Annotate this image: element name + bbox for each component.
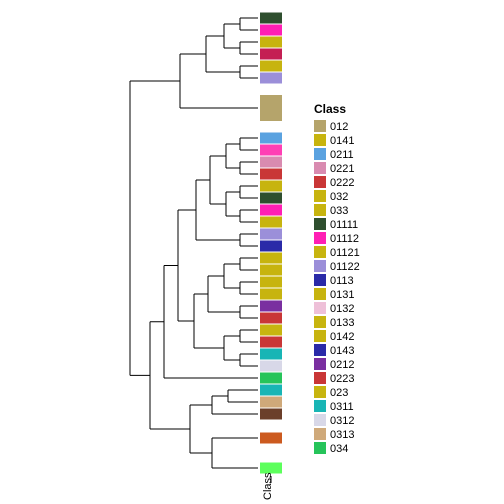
- leaf-block: [260, 133, 282, 144]
- legend-swatch: [314, 372, 326, 384]
- leaf-block: [260, 157, 282, 168]
- leaf-block: [260, 241, 282, 252]
- legend-label: 01111: [330, 219, 358, 231]
- leaf-block: [260, 301, 282, 312]
- legend-swatch: [314, 288, 326, 300]
- legend-label: 0113: [330, 275, 354, 287]
- legend-label: 0313: [330, 429, 354, 441]
- legend-label: 023: [330, 387, 348, 399]
- legend-label: 034: [330, 443, 348, 455]
- legend-label: 01122: [330, 261, 360, 273]
- leaf-block: [260, 13, 282, 24]
- legend-swatch: [314, 190, 326, 202]
- leaf-block: [260, 313, 282, 324]
- legend-label: 0222: [330, 177, 354, 189]
- leaf-block: [260, 325, 282, 336]
- leaf-block: [260, 229, 282, 240]
- legend-label: 0312: [330, 415, 354, 427]
- leaf-block: [260, 217, 282, 228]
- leaf-block: [260, 463, 282, 474]
- legend-swatch: [314, 218, 326, 230]
- legend-label: 0212: [330, 359, 354, 371]
- legend-swatch: [314, 442, 326, 454]
- leaf-block: [260, 265, 282, 276]
- legend-swatch: [314, 428, 326, 440]
- legend-label: 0143: [330, 345, 354, 357]
- legend-swatch: [314, 414, 326, 426]
- legend-swatch: [314, 176, 326, 188]
- leaf-block: [260, 181, 282, 192]
- legend-label: 0131: [330, 289, 354, 301]
- leaf-block: [260, 385, 282, 396]
- leaf-block: [260, 349, 282, 360]
- leaf-block: [260, 361, 282, 372]
- legend-label: 0141: [330, 135, 354, 147]
- legend-swatch: [314, 330, 326, 342]
- leaf-block: [260, 73, 282, 84]
- leaf-block: [260, 433, 282, 444]
- legend-label: 0311: [330, 401, 354, 413]
- leaf-block: [260, 397, 282, 408]
- legend-swatch: [314, 344, 326, 356]
- legend-label: 0221: [330, 163, 354, 175]
- legend-swatch: [314, 162, 326, 174]
- legend-label: 033: [330, 205, 348, 217]
- legend-swatch: [314, 232, 326, 244]
- legend-label: 0211: [330, 149, 354, 161]
- legend-swatch: [314, 274, 326, 286]
- leaf-block: [260, 49, 282, 60]
- legend-swatch: [314, 302, 326, 314]
- leaf-block: [260, 25, 282, 36]
- legend-label: 01121: [330, 247, 360, 259]
- leaf-block: [260, 145, 282, 156]
- leaf-block: [260, 277, 282, 288]
- legend-swatch: [314, 246, 326, 258]
- legend-label: 0133: [330, 317, 354, 329]
- legend-title: Class: [314, 102, 346, 116]
- legend-label: 012: [330, 121, 348, 133]
- legend-label: 0132: [330, 303, 354, 315]
- plot-bg: [0, 0, 504, 504]
- leaf-block: [260, 373, 282, 384]
- legend-label: 032: [330, 191, 348, 203]
- leaf-block: [260, 409, 282, 420]
- axis-label: Class: [262, 472, 274, 500]
- legend-label: 0223: [330, 373, 354, 385]
- legend-swatch: [314, 260, 326, 272]
- legend-label: 01112: [330, 233, 359, 245]
- leaf-block: [260, 289, 282, 300]
- legend-label: 0142: [330, 331, 354, 343]
- leaf-block: [260, 37, 282, 48]
- legend-swatch: [314, 400, 326, 412]
- leaf-block: [260, 61, 282, 72]
- legend-swatch: [314, 358, 326, 370]
- legend-swatch: [314, 316, 326, 328]
- dendrogram-figure: Class Class 012 0141 0211 0221 0222 032 033 01111…: [0, 0, 504, 504]
- legend-swatch: [314, 134, 326, 146]
- legend-swatch: [314, 120, 326, 132]
- legend-swatch: [314, 204, 326, 216]
- leaf-block: [260, 193, 282, 204]
- leaf-block: [260, 95, 282, 121]
- leaf-block: [260, 169, 282, 180]
- legend-swatch: [314, 386, 326, 398]
- leaf-block: [260, 205, 282, 216]
- leaf-block: [260, 253, 282, 264]
- legend-swatch: [314, 148, 326, 160]
- leaf-block: [260, 337, 282, 348]
